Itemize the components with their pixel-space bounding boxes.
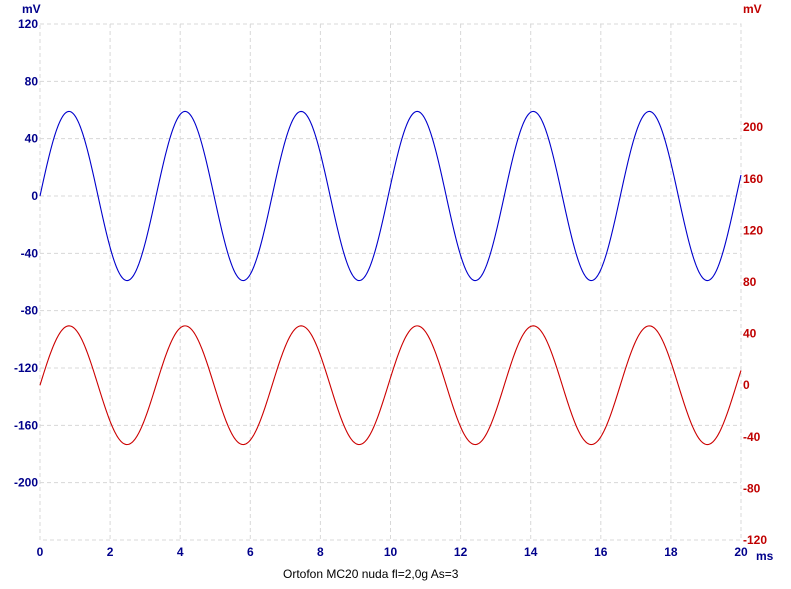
tick-labels: 0 2 4 6 8 10 12 14 16 18 20 120 80 40 0 -40 -80 -120 -160 -…	[14, 17, 767, 559]
x-tick-label: 18	[664, 545, 678, 559]
right-tick-label: -120	[743, 533, 767, 547]
left-tick-label: 0	[31, 189, 38, 203]
x-tick-label: 2	[107, 545, 114, 559]
left-tick-label: -40	[21, 246, 39, 260]
left-tick-label: -200	[14, 476, 38, 490]
x-axis-label: ms	[756, 549, 774, 563]
grid	[39, 23, 742, 541]
plot-frame	[39, 23, 742, 541]
left-tick-label: 80	[25, 74, 39, 88]
x-tick-label: 20	[734, 545, 748, 559]
x-tick-label: 12	[454, 545, 468, 559]
left-axis-unit: mV	[22, 2, 41, 16]
left-tick-label: -120	[14, 361, 38, 375]
series-line-1	[39, 110, 742, 282]
x-tick-label: 14	[524, 545, 538, 559]
series-layer	[39, 110, 742, 446]
right-tick-label: 120	[743, 223, 763, 237]
right-tick-label: 40	[743, 327, 757, 341]
left-tick-label: 120	[18, 17, 38, 31]
chart-title: Ortofon MC20 nuda fl=2,0g As=3	[283, 567, 459, 581]
left-tick-label: -160	[14, 418, 38, 432]
right-tick-label: -80	[743, 481, 761, 495]
left-tick-label: 40	[25, 132, 39, 146]
right-tick-label: 200	[743, 120, 763, 134]
x-tick-label: 10	[384, 545, 398, 559]
right-tick-label: 0	[743, 378, 750, 392]
right-tick-label: 80	[743, 275, 757, 289]
x-tick-label: 16	[594, 545, 608, 559]
x-tick-label: 6	[247, 545, 254, 559]
x-tick-label: 8	[317, 545, 324, 559]
left-tick-label: -80	[21, 304, 39, 318]
right-axis-unit: mV	[743, 2, 762, 16]
right-tick-label: -40	[743, 430, 761, 444]
series-line-2	[39, 325, 742, 446]
x-tick-label: 4	[177, 545, 184, 559]
right-tick-label: 160	[743, 172, 763, 186]
x-tick-label: 0	[37, 545, 44, 559]
